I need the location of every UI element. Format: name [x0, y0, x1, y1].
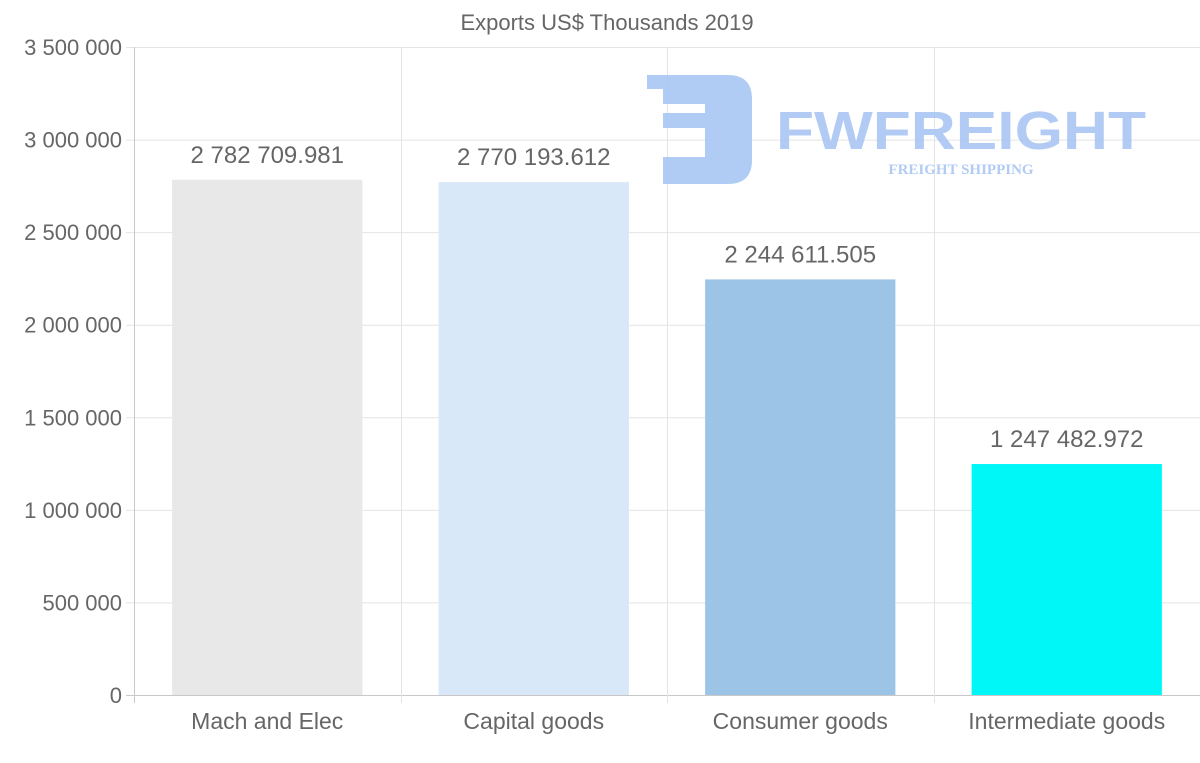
x-axis: Mach and Elec Capital goods Consumer goods…: [191, 708, 1165, 734]
data-label: 1 247 482.972: [990, 426, 1143, 453]
bar-1: [438, 182, 629, 696]
watermark-brand: FWFREIGHT: [776, 101, 1146, 161]
bar-3: [971, 464, 1162, 695]
y-tick-label: 500 000: [42, 590, 122, 615]
bars: [172, 179, 1162, 696]
y-tick-label: 2 000 000: [24, 313, 122, 338]
logo-mark-icon: [647, 75, 752, 184]
data-label: 2 782 709.981: [191, 142, 344, 169]
y-tick-label: 3 000 000: [24, 128, 122, 153]
chart-title: Exports US$ Thousands 2019: [460, 10, 753, 35]
x-tick-label: Intermediate goods: [968, 708, 1165, 734]
watermark-tagline: FREIGHT SHIPPING: [888, 162, 1033, 178]
y-tick-label: 1 000 000: [24, 498, 122, 523]
y-tick-label: 2 500 000: [24, 220, 122, 245]
data-label: 2 770 193.612: [457, 144, 610, 171]
bar-0: [172, 179, 363, 695]
y-tick-label: 1 500 000: [24, 405, 122, 430]
x-tick-label: Consumer goods: [713, 708, 888, 734]
y-axis: 0 500 000 1 000 000 1 500 000 2 000 000 2 500…: [24, 35, 122, 708]
watermark-logo: FWFREIGHT FREIGHT SHIPPING: [647, 75, 1146, 184]
bar-2: [705, 279, 896, 695]
x-tick-label: Capital goods: [463, 708, 604, 734]
x-tick-label: Mach and Elec: [191, 708, 343, 734]
value-labels: 2 782 709.981 2 770 193.612 2 244 611.505 1…: [191, 142, 1144, 453]
data-label: 2 244 611.505: [724, 241, 876, 268]
y-tick-label: 0: [110, 683, 122, 708]
y-tick-label: 3 500 000: [24, 35, 122, 60]
